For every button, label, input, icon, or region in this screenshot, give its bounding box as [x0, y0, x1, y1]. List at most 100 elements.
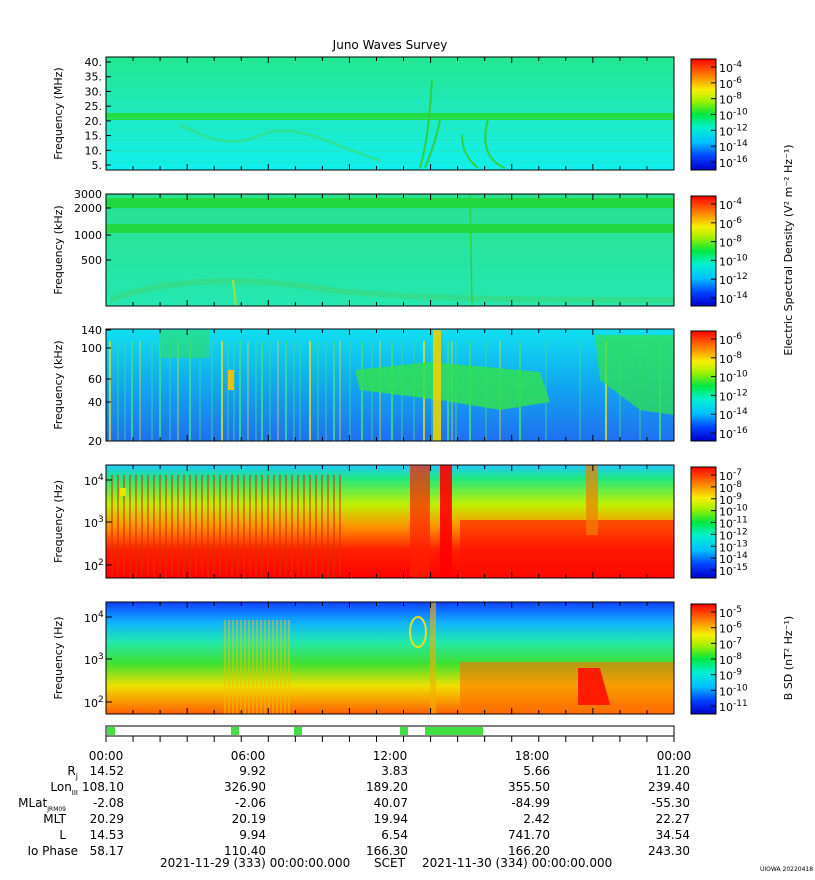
panel5-orange-region — [460, 662, 674, 714]
colorbar-tick-label: 10-9 — [719, 668, 742, 683]
colorbar-3 — [690, 330, 717, 442]
ephem-label-mlat: MLatJRM09 — [18, 796, 66, 813]
ephem-value: 108.10 — [82, 780, 124, 794]
colorbar-tick-label: 10-16 — [719, 426, 748, 441]
panel-3-frame — [105, 328, 675, 442]
panel3-yellow-burst — [228, 370, 234, 390]
colorbar-tick-label: 10-13 — [719, 539, 748, 554]
ephem-label-mlt: MLT — [43, 812, 66, 826]
footer-end-time: 2021-11-30 (334) 00:00:00.000 — [422, 856, 613, 870]
data-coverage-bar — [105, 725, 675, 737]
panel-1-frame — [105, 56, 675, 171]
colorbar-tick-label: 10-10 — [719, 253, 748, 268]
y-tick-label: 20 — [88, 435, 102, 448]
panel1-emission-arc — [419, 79, 433, 169]
data-coverage-segment — [400, 727, 408, 735]
x-tick-label: 18:00 — [515, 749, 550, 763]
ephem-value: 5.66 — [523, 764, 550, 778]
x-tick-label: 06:00 — [231, 749, 266, 763]
y-tick-label: 102 — [84, 695, 104, 710]
colorbar-tick-label: 10-12 — [719, 123, 748, 138]
data-coverage-segment — [294, 727, 302, 735]
ephem-value: 14.52 — [90, 764, 124, 778]
uiowa-stamp: UIOWA 20220418 — [760, 866, 814, 873]
panel2-low-freq-arc — [108, 278, 675, 303]
y-tick-label: 15. — [85, 130, 103, 143]
y-tick-label: 40 — [88, 396, 102, 409]
y-tick-label: 103 — [84, 515, 104, 530]
y-axis-label: Frequency (Hz) — [52, 617, 65, 700]
colorbar-tick-label: 10-4 — [719, 197, 742, 212]
panel1-emission-arc — [461, 134, 479, 169]
colorbar-tick-label: 10-10 — [719, 370, 748, 385]
ephem-value: -2.08 — [93, 796, 124, 810]
panel5-red-blob — [578, 668, 610, 705]
ephem-value: -2.06 — [235, 796, 266, 810]
colorbar-tick-label: 10-12 — [719, 527, 748, 542]
ephem-value: -55.30 — [651, 796, 690, 810]
colorbar-tick-label: 10-10 — [719, 108, 748, 123]
y-axis-label: Frequency (kHz) — [52, 205, 65, 294]
y-tick-label: 140 — [81, 324, 102, 337]
ephem-value: 239.40 — [648, 780, 690, 794]
colorbar-label-magnetic: B SD (nT² Hz⁻¹) — [782, 616, 795, 700]
colorbar-tick-label: 10-6 — [719, 76, 742, 91]
y-axis-label: Frequency (Hz) — [52, 480, 65, 563]
ephem-value: 22.27 — [656, 812, 690, 826]
panel4-red-region — [460, 520, 674, 578]
panel2-emission-line — [232, 279, 237, 307]
x-tick-label: 12:00 — [373, 749, 408, 763]
ephem-value: 3.83 — [381, 764, 408, 778]
ephem-value: 9.92 — [239, 764, 266, 778]
panel5-striations — [224, 620, 290, 714]
y-tick-label: 500 — [81, 254, 102, 267]
data-coverage-segment — [425, 727, 483, 735]
colorbar-tick-label: 10-12 — [719, 388, 748, 403]
y-tick-label: 40. — [85, 56, 103, 69]
ephem-label-rj: Rj — [67, 764, 78, 781]
colorbar-tick-label: 10-10 — [719, 504, 748, 519]
colorbar-tick-label: 10-11 — [719, 699, 748, 714]
ephem-value: 166.20 — [508, 844, 550, 858]
panel2-band-1200khz — [106, 224, 674, 233]
colorbar-tick-label: 10-14 — [719, 291, 748, 306]
panel-5-frame — [105, 601, 675, 715]
ephem-value: 741.70 — [508, 828, 550, 842]
colorbar-tick-label: 10-14 — [719, 139, 748, 154]
ephem-value: 189.20 — [366, 780, 408, 794]
y-tick-label: 25. — [85, 100, 103, 113]
ephem-value: 19.94 — [374, 812, 408, 826]
colorbar-tick-label: 10-8 — [719, 652, 742, 667]
colorbar-1 — [690, 58, 717, 171]
panel3-green-emission — [355, 362, 550, 410]
panel-2 — [106, 194, 674, 306]
ephem-value: 58.17 — [90, 844, 124, 858]
y-tick-label: 104 — [84, 473, 104, 488]
ephem-value: 11.20 — [656, 764, 690, 778]
y-tick-label: 35. — [85, 71, 103, 84]
panel5-loop-feature — [409, 616, 427, 648]
panel2-emission-line — [469, 193, 473, 307]
colorbar-tick-label: 10-8 — [719, 235, 742, 250]
ephem-value: 40.07 — [374, 796, 408, 810]
colorbar-tick-label: 10-14 — [719, 407, 748, 422]
colorbar-tick-label: 10-9 — [719, 492, 742, 507]
panel1-emission-arc — [179, 123, 381, 162]
colorbar-tick-label: 10-5 — [719, 605, 742, 620]
chart-title: Juno Waves Survey — [332, 38, 448, 52]
panel1-emission-arc — [424, 119, 441, 169]
colorbar-tick-label: 10-7 — [719, 468, 742, 483]
colorbar-label-electric: Electric Spectral Density (V² m⁻² Hz⁻¹) — [782, 144, 795, 355]
ephem-value: 326.90 — [224, 780, 266, 794]
ephem-value: 34.54 — [656, 828, 690, 842]
colorbar-tick-label: 10-12 — [719, 272, 748, 287]
ephem-value: -84.99 — [511, 796, 550, 810]
y-tick-label: 5. — [92, 159, 103, 172]
data-coverage-segment — [107, 727, 115, 735]
colorbar-tick-label: 10-7 — [719, 636, 742, 651]
footer-start-time: 2021-11-29 (333) 00:00:00.000 — [160, 856, 351, 870]
panel5-burst — [430, 602, 436, 714]
colorbar-tick-label: 10-11 — [719, 516, 748, 531]
panel3-yellow-burst — [433, 330, 441, 441]
